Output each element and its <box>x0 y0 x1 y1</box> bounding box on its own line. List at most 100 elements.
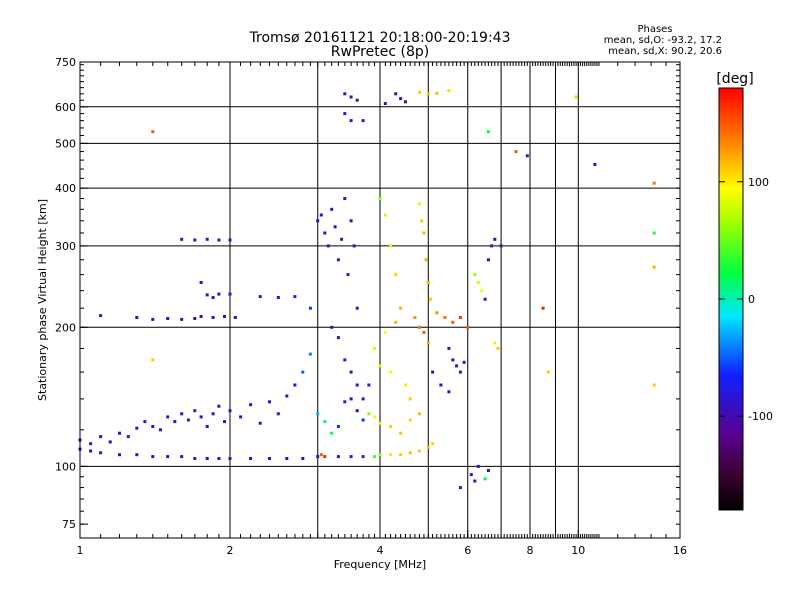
data-point <box>394 273 398 277</box>
data-point <box>199 315 203 318</box>
data-point <box>323 231 327 235</box>
data-point <box>180 237 184 241</box>
data-point <box>89 449 93 453</box>
colorbar-label: [deg] <box>716 71 753 87</box>
data-point <box>166 455 170 459</box>
data-point <box>431 442 435 446</box>
data-point <box>193 317 197 320</box>
data-point <box>217 457 221 460</box>
data-point <box>352 244 356 248</box>
data-point <box>426 281 430 284</box>
data-point <box>426 445 430 449</box>
data-point <box>473 273 477 277</box>
data-point <box>404 383 407 387</box>
data-point <box>211 412 215 416</box>
data-point <box>361 397 365 401</box>
data-point <box>408 451 412 455</box>
data-point <box>223 315 226 318</box>
data-point <box>490 244 494 248</box>
data-point <box>180 317 184 321</box>
data-point <box>439 383 443 387</box>
data-point <box>399 431 403 435</box>
data-point <box>493 341 497 345</box>
y-tick-label: 300 <box>55 240 76 253</box>
data-point <box>217 292 221 296</box>
data-point <box>349 219 353 223</box>
data-point <box>293 383 297 387</box>
data-point <box>151 358 155 362</box>
data-point <box>462 360 466 364</box>
data-point <box>228 238 232 242</box>
data-point <box>135 316 139 319</box>
data-point <box>447 89 451 93</box>
data-point <box>424 258 428 262</box>
colorbar-tick-label: 0 <box>748 293 755 306</box>
data-point <box>249 403 253 407</box>
data-point <box>378 197 382 200</box>
data-point <box>418 412 421 416</box>
data-point <box>546 370 550 374</box>
data-point <box>258 295 262 299</box>
data-point <box>349 455 353 459</box>
data-point <box>593 163 597 166</box>
data-point <box>118 453 121 457</box>
data-point <box>451 320 455 324</box>
data-point <box>413 316 417 319</box>
data-point <box>514 150 518 154</box>
data-point <box>308 352 312 356</box>
data-point <box>394 92 398 96</box>
data-point <box>458 370 462 374</box>
data-point <box>480 289 484 293</box>
data-point <box>361 418 365 422</box>
data-point <box>476 281 480 284</box>
data-point <box>285 457 289 460</box>
data-point <box>343 358 347 362</box>
data-point <box>199 281 203 284</box>
data-point <box>166 415 170 419</box>
data-point <box>343 400 347 404</box>
data-point <box>173 420 177 424</box>
data-point <box>399 453 403 457</box>
data-point <box>143 420 147 424</box>
data-point <box>186 418 190 422</box>
data-point <box>399 97 403 101</box>
data-point <box>378 453 382 457</box>
legend-line-o: mean, sd,O: -93.2, 17.2 <box>604 35 722 46</box>
data-point <box>330 431 334 435</box>
data-point <box>355 98 359 102</box>
data-point <box>99 435 103 439</box>
data-point <box>108 440 112 444</box>
data-point <box>316 412 320 416</box>
data-point <box>361 455 365 459</box>
data-point <box>574 95 578 99</box>
data-point <box>422 330 426 334</box>
data-point <box>458 316 462 319</box>
data-point <box>330 207 334 211</box>
data-point <box>193 457 197 460</box>
data-point <box>316 219 320 223</box>
grid-layer <box>80 62 680 538</box>
colorbar-ticks: 100 0 -100 <box>719 176 773 423</box>
data-point <box>355 306 359 310</box>
data-point <box>483 297 487 301</box>
data-point <box>301 370 305 374</box>
data-point <box>373 415 376 419</box>
colorbar-tick-label: 100 <box>748 176 769 189</box>
data-point <box>217 238 221 242</box>
data-point <box>378 364 382 368</box>
data-point <box>652 231 656 235</box>
colorbar-tick-label: -100 <box>748 410 773 423</box>
data-point <box>431 370 435 374</box>
data-point <box>652 181 656 185</box>
data-point <box>205 457 209 460</box>
data-point <box>118 431 121 435</box>
data-point <box>422 231 426 235</box>
y-tick-label: 400 <box>55 182 76 195</box>
data-point <box>336 336 340 340</box>
x-tick-label: 16 <box>673 544 687 557</box>
data-point <box>394 320 398 324</box>
data-point <box>389 425 393 428</box>
data-point <box>426 341 430 345</box>
data-point <box>319 453 323 457</box>
data-point <box>418 449 421 453</box>
